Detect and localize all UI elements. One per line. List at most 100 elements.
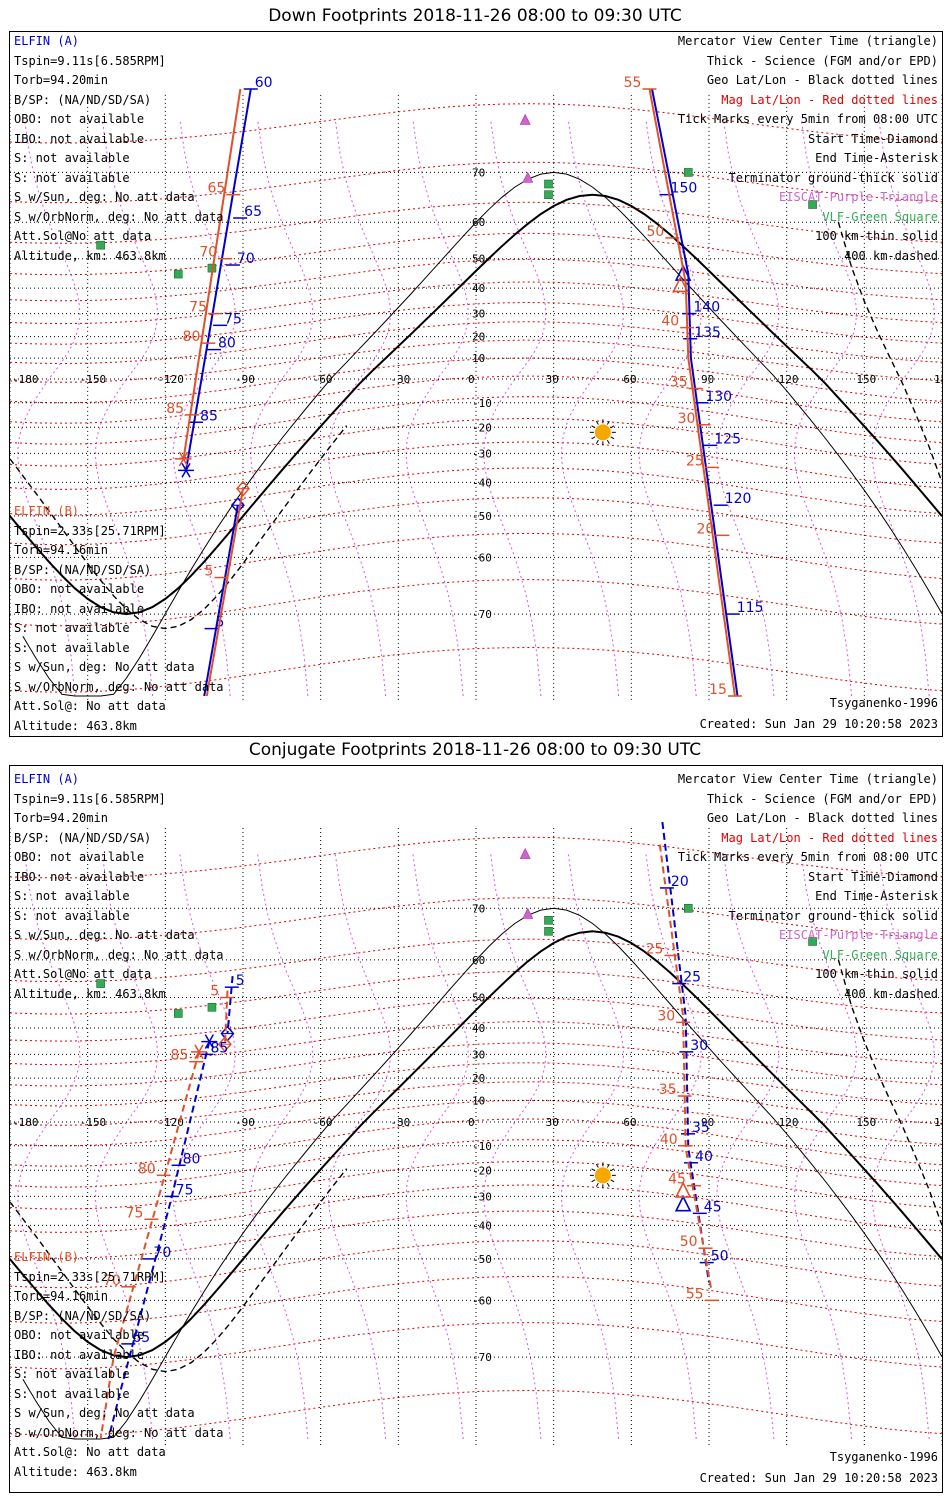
key-line: End Time-Asterisk	[815, 889, 938, 903]
track-tick-label: 85	[166, 401, 184, 417]
track-tick-label: 130	[705, 389, 732, 405]
track-tick-label: 115	[737, 600, 764, 616]
footprint-track	[651, 88, 739, 697]
map-canvas: -180 -150 -120 -90 -60 -30 0 30 60 90 120 150 180 70 6…	[10, 75, 942, 703]
start-time-diamond-icon	[230, 497, 245, 514]
key-line: 400 km-dashed	[844, 986, 938, 1001]
mag-lon-line	[793, 854, 858, 1440]
legend-line: S: not available	[14, 889, 130, 903]
vlf-station-icon	[207, 1002, 217, 1012]
end-time-asterisk-icon	[178, 451, 189, 467]
track-tick-label: 120	[725, 491, 752, 507]
sun-ray	[591, 1179, 596, 1183]
mag-lon-line	[871, 854, 935, 1440]
track-tick-label: 125	[714, 431, 741, 447]
legend-line: S w/OrbNorm, deg: No att data	[14, 947, 224, 962]
track-tick-label: 55	[624, 75, 642, 91]
key-line: Geo Lat/Lon - Black dotted lines	[706, 73, 938, 87]
key-line: EISCAT-Purple Triangle	[779, 190, 938, 204]
track-tick-label: 60	[255, 75, 273, 91]
legend-line: S: not available	[14, 151, 130, 165]
track-tick-label: 80	[138, 1161, 156, 1177]
lat-tick-label: -20	[472, 1164, 492, 1177]
eiscat-station-icon	[522, 907, 534, 919]
terminator-100km-line	[22, 171, 942, 697]
lon-tick-label: 150	[856, 373, 876, 386]
legend-line: IBO: not available	[14, 1347, 145, 1362]
sun-ray	[595, 1163, 599, 1168]
track-tick-label: 85	[210, 1040, 228, 1056]
track-tick-label: 135	[694, 325, 721, 341]
center-time-triangle-icon	[672, 275, 689, 293]
track-tick-label: 80	[183, 329, 201, 345]
track-tick-label: 75	[176, 1182, 194, 1198]
vlf-station-icon	[96, 240, 105, 250]
sun-ray	[595, 1182, 599, 1187]
legend-line: B/SP: (NA/ND/SD/SA)	[14, 830, 152, 845]
mag-lon-line	[327, 854, 392, 1440]
key-line: Thick - Science (FGM and/or EPD)	[706, 53, 938, 68]
legend-line: Tspin=9.11s[6.585RPM]	[14, 53, 166, 68]
sun-ray	[591, 1168, 596, 1172]
lat-tick-label: -40	[472, 1219, 492, 1232]
lat-tick-label: -60	[472, 551, 492, 564]
vlf-station-icon	[808, 937, 817, 946]
lat-tick-label: 30	[472, 308, 485, 321]
track-tick-label: 5	[236, 973, 245, 989]
elfin-b-label: ELFIN (B)	[14, 504, 80, 518]
track-tick-label: 50	[680, 1234, 698, 1250]
vlf-station-icon	[544, 916, 553, 925]
legend-line: S w/OrbNorm, deg: No att data	[14, 1425, 224, 1440]
lat-tick-label: 70	[472, 902, 485, 915]
track-tick-label: 85	[200, 408, 218, 424]
legend-line: S w/Sun, deg: No att data	[14, 928, 195, 942]
eiscat-station-icon	[519, 113, 531, 125]
lat-tick-label: 40	[472, 1022, 485, 1035]
terminator-100km-line	[22, 907, 942, 1440]
track-tick-label: 30	[690, 1038, 708, 1054]
track-tick-label: 40	[695, 1149, 713, 1165]
track-tick-label: 45	[704, 1199, 722, 1215]
sun-ray	[610, 425, 615, 429]
legend-line: Altitude: 463.8km	[14, 1464, 137, 1479]
elfin-a-legend: ELFIN (A) Tspin=9.11s[6.585RPM] Torb=94.…	[14, 32, 224, 266]
key-line: VLF-Green Square	[822, 947, 938, 962]
lat-tick-label: 50	[472, 992, 485, 1005]
track-tick-label: 35	[659, 1082, 677, 1098]
lon-tick-label: -150	[80, 1116, 107, 1129]
lat-tick-label: -40	[472, 476, 492, 489]
key-line: Terminator ground-thick solid	[728, 908, 938, 923]
lat-tick-label: 60	[472, 216, 485, 229]
footprint-track	[658, 844, 713, 1292]
track-tick-label: 70	[237, 251, 255, 267]
down-footprints-map: -180 -150 -120 -90 -60 -30 0 30 60 90 120 150 180 70 6…	[9, 31, 943, 737]
sun-ray	[591, 436, 596, 440]
lon-tick-label: 180	[934, 1116, 942, 1129]
footprint-track	[99, 1051, 200, 1440]
elfin-b-legend: ELFIN (B) Tspin=2.33s[25.71RPM] Torb=94.…	[14, 502, 224, 736]
eiscat-station-icon	[522, 171, 534, 183]
legend-line: Att.Sol@: No att data	[14, 699, 166, 713]
mag-lat-line	[10, 1081, 942, 1126]
key-line: Tick Marks every 5min from 08:00 UTC	[677, 850, 938, 864]
mag-lon-line	[17, 854, 81, 1440]
legend-line: S: not available	[14, 621, 130, 635]
footprint-track	[182, 88, 242, 460]
lat-tick-label: -50	[472, 1253, 492, 1266]
legend-line: IBO: not available	[14, 131, 145, 146]
lon-tick-label: 150	[856, 1116, 876, 1129]
key-line: Mag Lat/Lon - Red dotted lines	[721, 92, 938, 107]
legend-line: Torb=94.16min	[14, 1289, 108, 1303]
track-tick-label: 20	[696, 521, 714, 537]
footprint-track	[185, 88, 252, 471]
mag-lat-line	[10, 1184, 942, 1233]
vlf-station-icon	[173, 269, 183, 279]
track-tick-label: 5	[210, 984, 219, 1000]
sun-icon	[594, 1167, 611, 1184]
key-line: Geo Lat/Lon - Black dotted lines	[706, 811, 938, 825]
map-key: Mercator View Center Time (triangle) Thi…	[678, 770, 938, 1004]
track-tick-label: 80	[183, 1151, 201, 1167]
mag-lat-line	[10, 1389, 942, 1436]
lon-tick-label: -120	[157, 1116, 184, 1129]
lon-tick-label: -90	[235, 1116, 255, 1129]
